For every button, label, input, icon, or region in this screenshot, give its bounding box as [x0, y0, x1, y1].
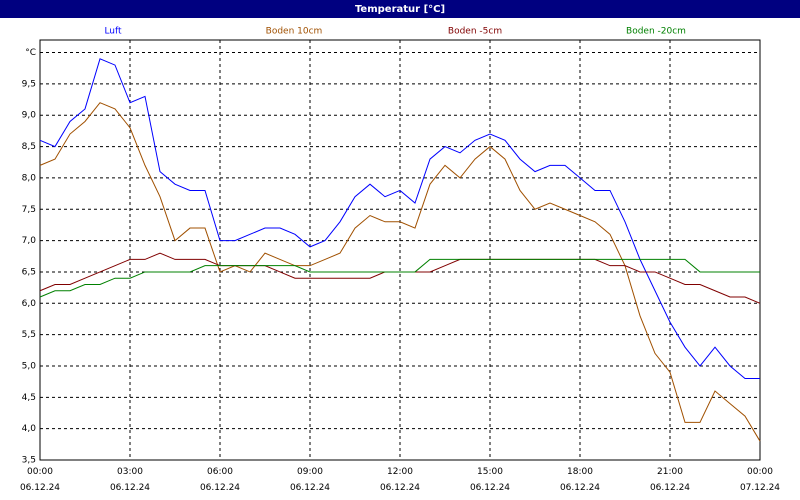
- x-tick-label: 15:00 06.12.24: [469, 467, 511, 493]
- x-tick-label: 06:00 06.12.24: [199, 467, 241, 493]
- x-tick-label: 18:00 06.12.24: [559, 467, 601, 493]
- y-tick-label: 5,0: [22, 361, 37, 371]
- y-tick-label: 7,0: [22, 236, 37, 246]
- y-tick-label: 9,0: [22, 111, 37, 121]
- y-tick-label: 6,0: [22, 299, 37, 309]
- line: [39, 258, 760, 298]
- x-tick-label: 00:00 07.12.24: [739, 467, 781, 493]
- y-tick-label: 6,5: [22, 267, 36, 277]
- y-tick-label: °C: [25, 48, 36, 58]
- y-tick-label: 4,5: [22, 393, 36, 403]
- x-tick-label: 12:00 06.12.24: [379, 467, 421, 493]
- x-tick-label: 21:00 06.12.24: [649, 467, 691, 493]
- title-bar: [0, 0, 800, 18]
- y-tick-label: 8,0: [22, 173, 37, 183]
- y-tick-label: 8,5: [22, 142, 36, 152]
- legend-entry: Boden 10cm: [266, 27, 323, 37]
- y-tick-label: 5,5: [22, 330, 36, 340]
- y-tick-label: 7,5: [22, 205, 36, 215]
- y-tick-label: 9,5: [22, 79, 36, 89]
- x-tick-label: 09:00 06.12.24: [289, 467, 331, 493]
- chart-title: Temperatur [°C]: [355, 4, 445, 15]
- y-tick-label: 4,0: [22, 424, 37, 434]
- legend-entry: Boden -5cm: [448, 27, 502, 37]
- line: [39, 102, 761, 442]
- legend-entry: Boden -20cm: [626, 27, 686, 37]
- x-tick-label: 03:00 06.12.24: [109, 467, 151, 493]
- legend-entry: Luft: [104, 27, 122, 37]
- x-tick-label: 00:00 06.12.24: [19, 467, 61, 493]
- y-tick-label: 3,5: [22, 456, 36, 466]
